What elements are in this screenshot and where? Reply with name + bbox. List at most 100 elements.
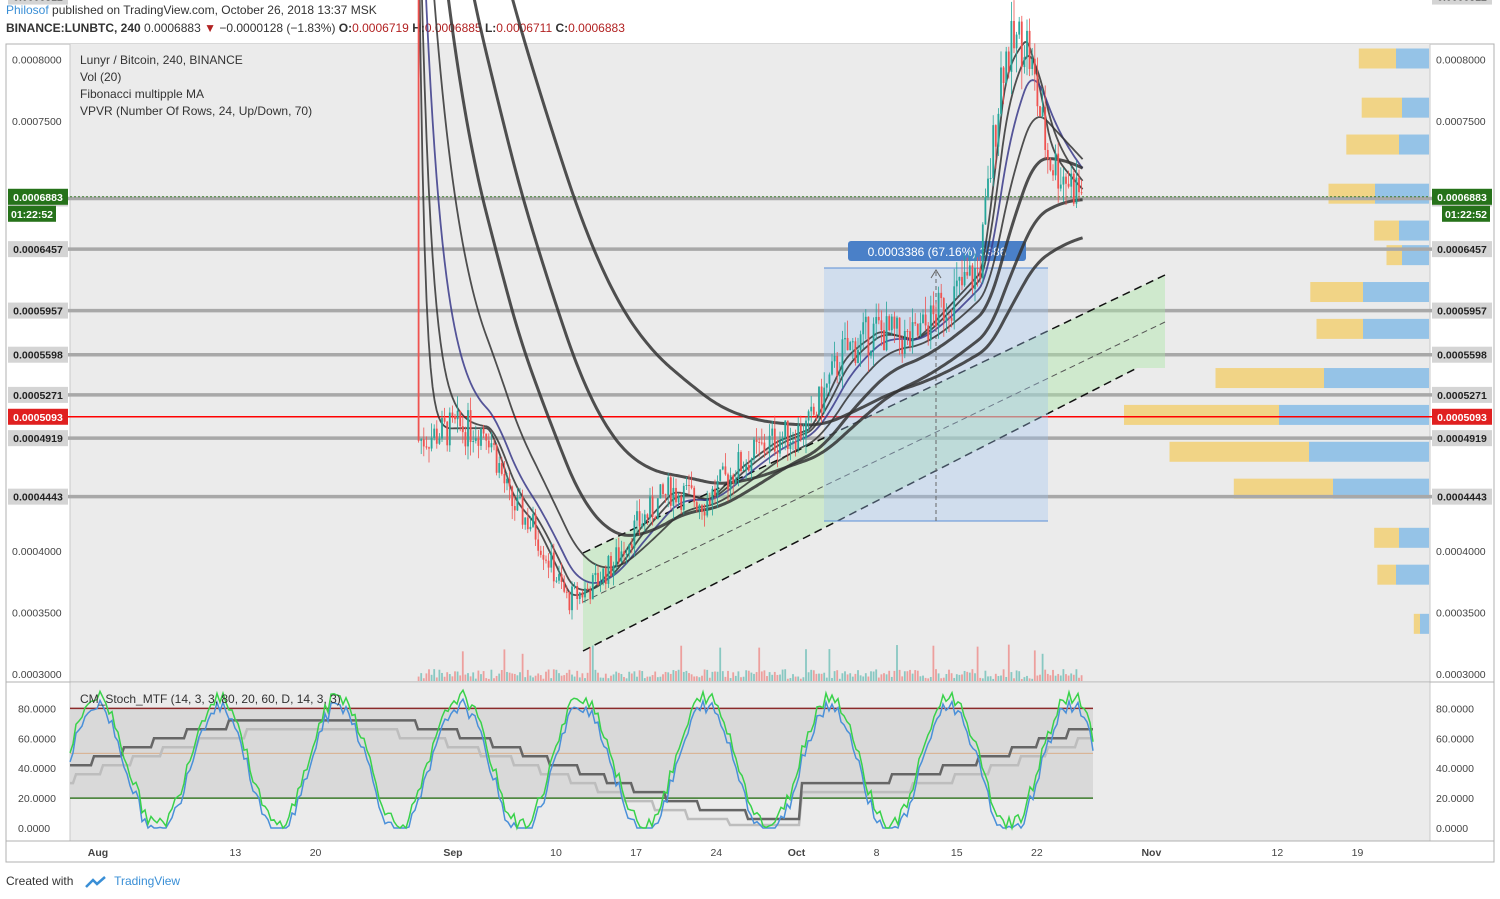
- volume-bar: [430, 674, 433, 681]
- candle-body: [737, 452, 740, 479]
- volume-bar: [464, 674, 467, 681]
- volume-bar: [612, 674, 615, 681]
- volume-bar: [784, 669, 787, 681]
- volume-bar: [838, 678, 841, 681]
- candle-body: [812, 406, 815, 415]
- volume-bar: [942, 677, 945, 681]
- volume-bar: [721, 671, 724, 681]
- candle-body: [1049, 159, 1052, 171]
- volume-bar: [584, 678, 586, 681]
- vp-up-bar: [1233, 478, 1333, 499]
- volume-bar: [656, 677, 659, 681]
- countdown-tag-left-text: 01:22:52: [11, 209, 53, 221]
- candle-body: [1007, 51, 1010, 72]
- candle-body: [742, 469, 745, 471]
- volume-bar: [716, 671, 719, 681]
- countdown-tag-left: [8, 205, 56, 222]
- candle-body: [851, 341, 854, 343]
- candle-body: [844, 337, 846, 340]
- trend-channel[interactable]: [582, 274, 1166, 652]
- low-value: 0.0006711: [496, 21, 553, 35]
- candle-body: [721, 466, 724, 470]
- volume-bar: [560, 675, 563, 681]
- volume-profile: [1124, 48, 1429, 634]
- candle-body: [979, 268, 982, 278]
- vp-down-bar: [1375, 183, 1429, 204]
- volume-bar: [880, 674, 883, 681]
- volume-bar: [461, 651, 464, 681]
- channel-upper-line: [582, 274, 1166, 554]
- volume-bar: [753, 673, 755, 681]
- volume-bar: [638, 670, 641, 681]
- volume-bar: [1023, 677, 1026, 681]
- volume-bar: [482, 671, 485, 681]
- volume-bar: [456, 671, 459, 681]
- volume-bar: [911, 673, 914, 681]
- candle-body: [922, 314, 924, 324]
- x-tick: 8: [874, 847, 880, 859]
- volume-bar: [571, 674, 573, 681]
- candle-body: [789, 442, 792, 450]
- price-level-tag-right-text: 0.0005957: [1437, 306, 1487, 318]
- candle-body: [734, 478, 737, 484]
- candle-body: [420, 439, 423, 441]
- y-tick-right: 0.0004000: [1436, 546, 1486, 558]
- channel-mid-line: [582, 321, 1166, 603]
- volume-bar: [760, 671, 763, 681]
- volume-bar: [623, 676, 625, 681]
- volume-bar: [708, 677, 711, 681]
- candle-body: [558, 574, 560, 581]
- candle-body: [753, 439, 755, 460]
- candle-body: [529, 526, 532, 530]
- volume-bar: [539, 675, 542, 681]
- horizontal-levels: [8, 196, 1492, 499]
- volume-bar: [446, 672, 449, 681]
- candle-body: [1028, 30, 1031, 69]
- current-price-tag-left-text: 0.0006883: [13, 192, 63, 204]
- volume-bar: [542, 678, 545, 681]
- stoch-y-tick-right: 60.0000: [1436, 733, 1474, 745]
- tradingview-link[interactable]: TradingView: [114, 874, 181, 888]
- volume-bar: [586, 672, 589, 681]
- measure-label-bg: [848, 241, 1026, 261]
- volume-bar: [573, 676, 576, 681]
- volume-bar: [794, 676, 797, 681]
- price-level-tag-left-text: 0.0006457: [13, 244, 63, 256]
- volume-bar: [979, 677, 982, 681]
- volume-bar: [958, 674, 961, 681]
- volume-bar: [719, 647, 722, 681]
- volume-bar: [747, 670, 750, 681]
- price-range-measure[interactable]: 0.0003386 (67.16%) 3386: [824, 241, 1048, 522]
- y-tick-left: 0.0004000: [12, 546, 62, 558]
- candle-body: [693, 487, 696, 503]
- volume-bar: [825, 677, 828, 681]
- volume-bar: [524, 677, 527, 681]
- author-link[interactable]: Philosof: [6, 3, 49, 17]
- volume-bar: [898, 669, 901, 681]
- candle-body: [464, 432, 467, 447]
- candle-body: [641, 523, 644, 527]
- candle-body: [802, 438, 805, 440]
- candle-body: [620, 551, 623, 562]
- candle-body: [547, 560, 550, 568]
- volume-bar: [552, 669, 555, 681]
- volume-bar: [859, 675, 862, 681]
- candle-body: [901, 339, 904, 355]
- candle-body: [534, 514, 537, 540]
- candle-body: [441, 418, 443, 439]
- candle-body: [435, 428, 438, 444]
- publish-info: Philosof published on TradingView.com, O…: [6, 3, 377, 17]
- candle-body: [948, 317, 950, 319]
- candle-body: [745, 465, 748, 470]
- volume-bar: [1046, 673, 1049, 681]
- candle-body: [628, 544, 631, 554]
- candle-body: [513, 506, 516, 511]
- candle-body: [428, 447, 430, 449]
- candle-body: [776, 451, 779, 454]
- volume-bar: [604, 673, 607, 681]
- volume-bar: [883, 673, 885, 681]
- volume-bar: [875, 669, 878, 681]
- volume-bar: [459, 675, 462, 681]
- volume-bar: [513, 673, 516, 681]
